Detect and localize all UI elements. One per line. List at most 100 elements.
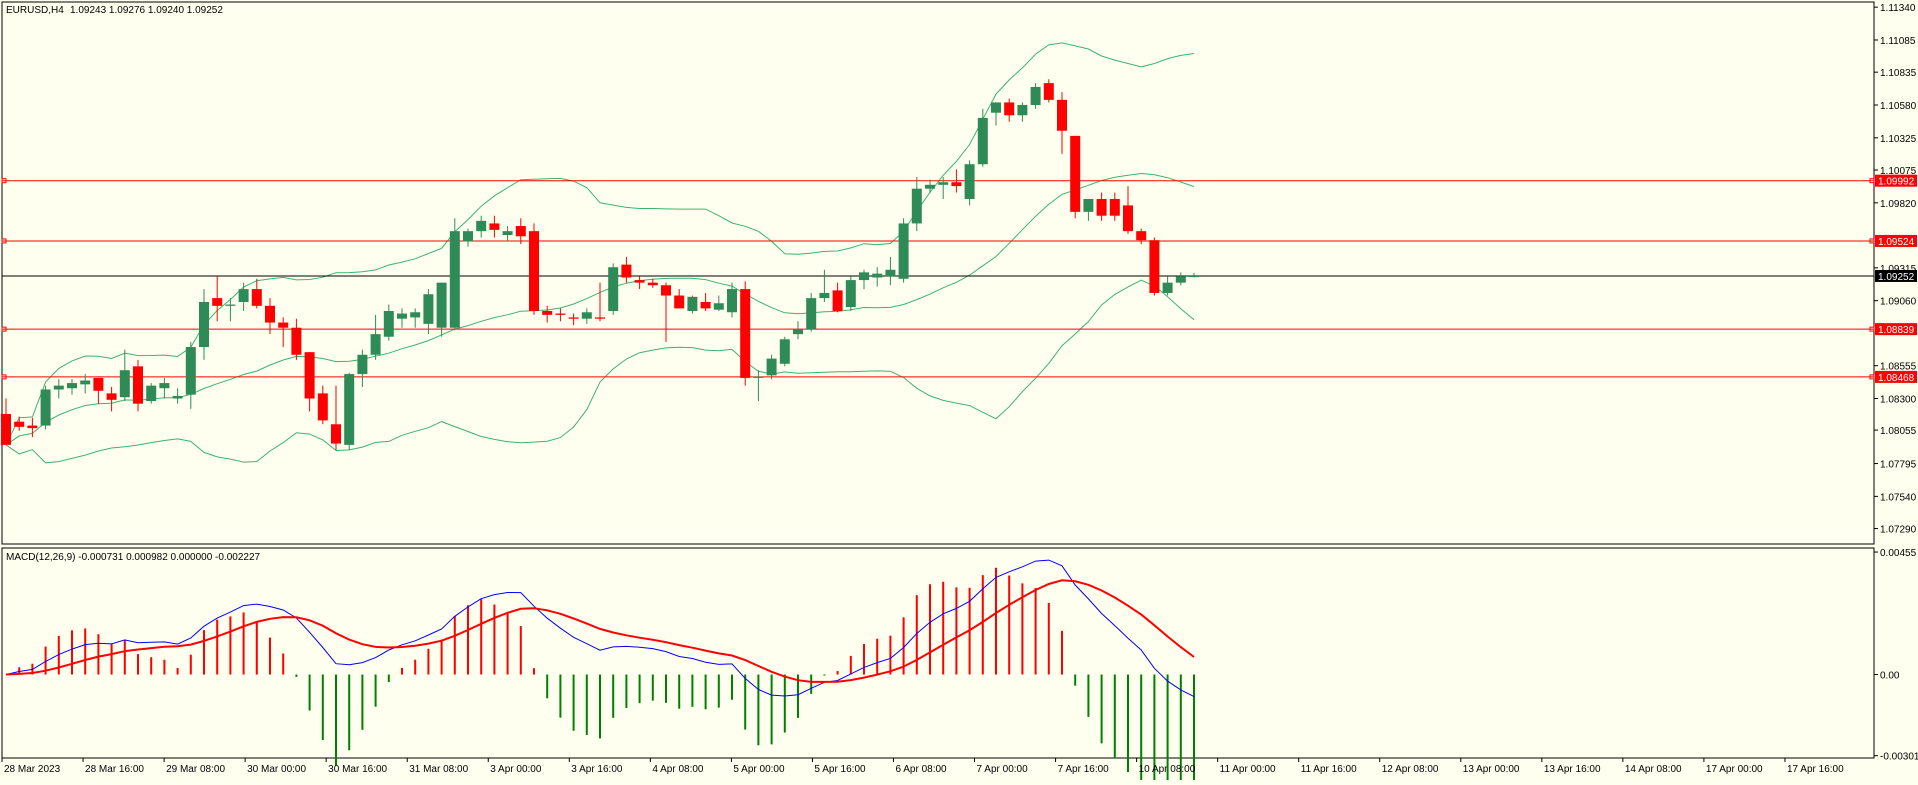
time-tick-label: 29 Mar 08:00 <box>166 764 225 775</box>
price-badge <box>1875 174 1917 187</box>
candle-body <box>542 310 553 315</box>
candle-body <box>344 374 355 445</box>
price-badge <box>1875 370 1917 383</box>
candle-body <box>608 267 619 311</box>
candle-body <box>357 354 368 375</box>
candle-body <box>898 223 909 279</box>
price-tick-label: 1.10075 <box>1880 166 1917 177</box>
time-tick-label: 28 Mar 16:00 <box>85 764 144 775</box>
line-anchor-left <box>1 374 7 380</box>
candlesticks <box>1 79 1199 451</box>
candle-body <box>185 347 196 395</box>
price-tick-label: 1.10325 <box>1880 134 1917 145</box>
candle-body <box>370 334 381 355</box>
price-tick-label: 1.09820 <box>1880 199 1917 210</box>
price-badge-label: 1.08468 <box>1878 373 1915 384</box>
macd-signal-line <box>5 579 1195 683</box>
candle-body <box>700 301 711 309</box>
price-tick-label: 1.08300 <box>1880 395 1917 406</box>
candle-body <box>713 303 724 310</box>
candle-body <box>1057 99 1067 131</box>
candle-body <box>885 269 896 277</box>
macd-main-line <box>5 559 1195 698</box>
bollinger-bands <box>5 42 1195 464</box>
time-tick-label: 13 Apr 00:00 <box>1463 764 1520 775</box>
candle-body <box>1030 86 1041 105</box>
time-tick-label: 7 Apr 00:00 <box>977 764 1029 775</box>
candle-body <box>859 272 869 281</box>
candle-body <box>515 226 526 237</box>
candle-body <box>938 182 949 185</box>
price-badge <box>1875 323 1917 336</box>
candle-body <box>845 280 856 308</box>
candle-body <box>80 380 91 385</box>
candle-body <box>1123 205 1133 232</box>
candle-body <box>964 164 975 199</box>
bollinger-lower <box>5 279 1195 464</box>
candle-body <box>872 273 883 278</box>
price-tick-label: 1.08555 <box>1880 362 1917 373</box>
horizontal-lines: 1.09992 1.09524 1.08839 1.08468 1.09252 <box>1 174 1917 384</box>
candle-body <box>251 289 262 306</box>
time-tick-label: 4 Apr 08:00 <box>652 764 704 775</box>
price-tick-label: 1.08055 <box>1880 426 1917 437</box>
candle-body <box>423 294 434 324</box>
price-panel <box>1 1 1875 545</box>
candle-body <box>779 339 790 364</box>
line-anchor-left <box>1 178 7 184</box>
current-price-badge <box>1875 269 1917 282</box>
line-anchor-right <box>1869 326 1875 332</box>
symbol-label: EURUSD,H4 <box>6 5 64 16</box>
candle-body <box>449 231 460 328</box>
time-tick-label: 17 Apr 00:00 <box>1706 764 1763 775</box>
current-price-label: 1.09252 <box>1878 272 1915 283</box>
candle-body <box>687 296 698 311</box>
bollinger-upper <box>5 42 1195 446</box>
line-anchor-right <box>1869 238 1875 244</box>
price-tick-label: 1.11085 <box>1880 36 1916 47</box>
candle-body <box>397 313 407 319</box>
price-badge-label: 1.09992 <box>1878 177 1915 188</box>
time-tick-label: 5 Apr 00:00 <box>733 764 785 775</box>
candle-body <box>93 377 104 391</box>
price-badge-label: 1.08839 <box>1878 325 1915 336</box>
candle-body <box>410 312 421 318</box>
macd-tick-label: -0.003014 <box>1880 752 1918 763</box>
time-tick-label: 3 Apr 00:00 <box>490 764 542 775</box>
candle-body <box>278 322 289 328</box>
macd-tick-label: 0.00 <box>1880 671 1900 682</box>
time-tick-label: 31 Mar 08:00 <box>409 764 468 775</box>
candle-body <box>1070 135 1081 212</box>
price-tick-label: 1.07290 <box>1880 525 1917 536</box>
price-tick-label: 1.07795 <box>1880 460 1917 471</box>
candle-body <box>1136 231 1147 241</box>
candle-body <box>740 289 751 378</box>
candle-body <box>634 280 645 283</box>
time-tick-label: 30 Mar 16:00 <box>328 764 387 775</box>
candle-body <box>502 231 513 236</box>
time-axis: 28 Mar 2023 28 Mar 16:00 29 Mar 08:00 30 Ma… <box>1 758 1844 775</box>
candle-body <box>133 366 143 404</box>
candle-body <box>225 304 236 306</box>
candle-body <box>991 102 1001 113</box>
candle-body <box>766 358 777 376</box>
candle-body <box>911 188 922 224</box>
line-anchor-left <box>1 238 7 244</box>
time-tick-label: 3 Apr 16:00 <box>571 764 623 775</box>
macd-panel <box>1 547 1875 759</box>
candle-body <box>1017 104 1028 116</box>
candle-body <box>53 385 64 390</box>
candle-body <box>67 383 77 389</box>
candle-body <box>595 317 605 319</box>
candle-body <box>1 413 11 445</box>
candle-body <box>331 424 341 444</box>
price-tick-label: 1.09315 <box>1880 264 1917 275</box>
candle-body <box>238 289 249 302</box>
candle-body <box>529 231 539 311</box>
candle-body <box>40 389 51 426</box>
candle-body <box>832 290 843 311</box>
candle-body <box>977 117 988 165</box>
candle-body <box>14 421 25 427</box>
candle-body <box>1189 275 1199 278</box>
